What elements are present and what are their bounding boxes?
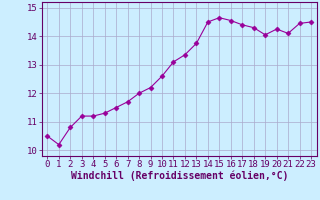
X-axis label: Windchill (Refroidissement éolien,°C): Windchill (Refroidissement éolien,°C) bbox=[70, 171, 288, 181]
